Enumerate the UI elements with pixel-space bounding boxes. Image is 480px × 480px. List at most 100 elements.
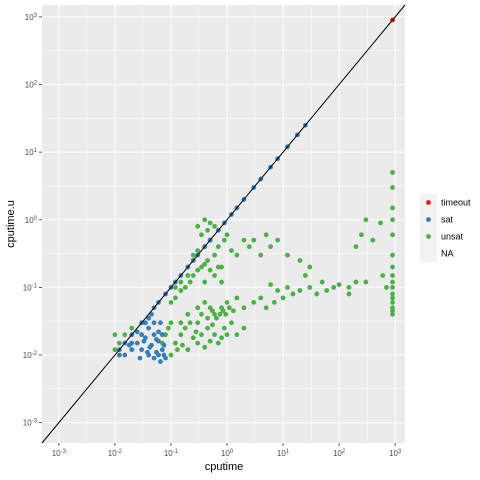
point-unsat [384,284,389,290]
point-unsat [380,273,386,278]
point-unsat [212,273,217,278]
legend-key-na [420,245,437,262]
point-unsat [214,315,219,321]
point-unsat [174,347,180,353]
point-unsat [207,267,213,273]
legend-swatch-sat [426,217,431,222]
y-tick-label: 10-1 [23,283,38,292]
point-unsat [297,288,303,293]
point-unsat [307,264,313,270]
point-unsat [353,279,359,285]
point-sat [156,329,161,335]
x-tick-base: 10 [389,449,398,458]
point-unsat [219,279,224,285]
point-unsat [195,223,201,229]
point-unsat [390,264,395,270]
point-unsat [190,335,196,341]
point-unsat [241,305,247,311]
legend-label-na: NA [441,249,454,259]
point-unsat [178,288,184,293]
point-unsat [390,291,395,297]
point-unsat [251,237,257,243]
point-unsat [222,325,227,331]
point-unsat [226,305,232,311]
x-tick-label: 10-3 [52,449,67,458]
y-tick-base: 10 [23,419,32,428]
point-unsat [390,284,395,290]
point-sat [161,342,167,348]
point-sat [147,344,153,350]
point-unsat [116,340,122,346]
point-sat [151,320,157,326]
point-unsat [195,340,201,346]
point-unsat [205,258,210,263]
x-tick-label: 102 [333,449,346,458]
point-unsat [263,232,269,238]
point-unsat [223,311,229,317]
point-sat [149,311,154,317]
point-unsat [199,264,204,270]
point-unsat [258,252,264,258]
point-sat [158,320,163,326]
point-unsat [230,308,236,314]
point-sat [141,338,147,344]
x-tick-label: 10-1 [164,449,179,458]
point-unsat [220,308,226,314]
point-unsat [168,320,174,326]
point-unsat [363,217,369,223]
point-unsat [172,340,178,346]
point-sat [126,342,132,348]
point-unsat [212,332,217,338]
point-unsat [217,311,223,317]
y-tick-base: 10 [25,216,34,225]
point-unsat [324,288,330,293]
point-unsat [195,320,201,326]
point-unsat [224,232,230,238]
point-unsat [187,320,193,326]
x-tick-base: 10 [164,449,173,458]
point-unsat [390,311,395,317]
axis-ticks [39,16,396,446]
point-unsat [182,325,188,331]
point-sat [146,315,152,321]
point-unsat [280,295,286,301]
legend: timeout sat unsat NA [420,194,471,262]
y-tick-exponent: -1 [32,283,38,289]
point-unsat [178,279,184,285]
point-unsat [336,282,342,287]
point-unsat [363,279,369,285]
point-unsat [229,320,234,326]
point-unsat [202,261,208,267]
point-unsat [297,258,303,263]
reference-line-y-equals-x [41,4,406,444]
point-unsat [195,305,201,311]
point-unsat [195,248,201,254]
point-unsat [207,220,213,226]
point-unsat [390,300,395,305]
point-sat [137,355,143,361]
point-unsat [202,217,208,223]
point-unsat [331,284,337,290]
legend-swatch-unsat [426,234,431,239]
point-sat [134,329,140,335]
point-unsat [190,252,196,258]
point-unsat [199,332,204,338]
point-unsat [210,322,215,328]
point-unsat [271,300,277,305]
point-unsat [129,325,135,331]
point-unsat [178,320,184,326]
point-unsat [246,244,252,250]
point-unsat [285,252,290,258]
point-sat [122,352,128,358]
point-unsat [185,347,191,353]
y-tick-base: 10 [23,283,32,292]
y-axis-title: cputime.u [5,200,17,248]
point-unsat [199,311,204,317]
y-tick-base: 10 [25,81,34,90]
point-unsat [390,232,395,238]
point-sat [145,349,150,355]
point-unsat [307,284,313,290]
y-tick-exponent: 0 [34,216,38,222]
point-unsat [290,291,296,297]
